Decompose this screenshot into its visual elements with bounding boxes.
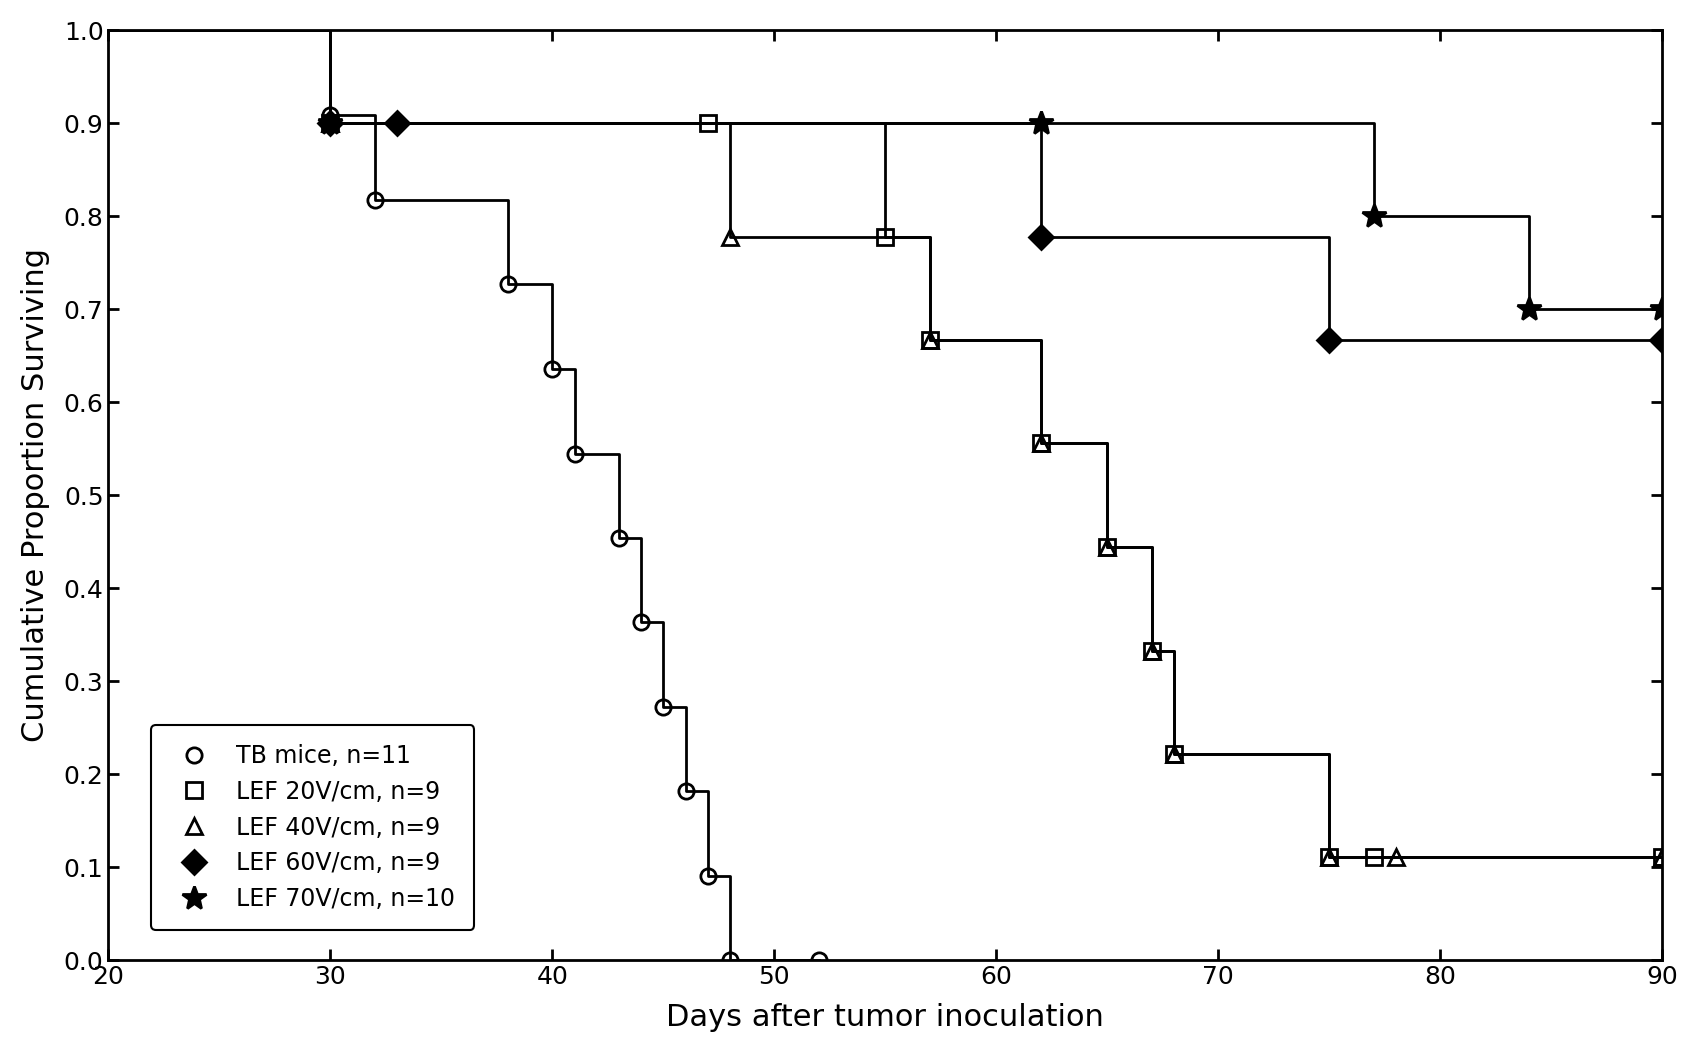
LEF 60V/cm, n=9 bbox=[1031, 231, 1051, 243]
TB mice, n=11 bbox=[608, 532, 628, 544]
LEF 40V/cm, n=9 bbox=[1097, 541, 1117, 554]
LEF 20V/cm, n=9 bbox=[698, 117, 718, 130]
LEF 20V/cm, n=9 bbox=[1363, 851, 1384, 863]
LEF 60V/cm, n=9 bbox=[1650, 334, 1671, 346]
Line: LEF 40V/cm, n=9: LEF 40V/cm, n=9 bbox=[323, 116, 1669, 865]
LEF 70V/cm, n=10 bbox=[1650, 303, 1671, 316]
LEF 40V/cm, n=9 bbox=[919, 334, 939, 346]
LEF 60V/cm, n=9 bbox=[319, 117, 340, 130]
TB mice, n=11 bbox=[808, 954, 829, 967]
LEF 20V/cm, n=9 bbox=[1163, 748, 1184, 760]
X-axis label: Days after tumor inoculation: Days after tumor inoculation bbox=[666, 1004, 1104, 1032]
LEF 40V/cm, n=9 bbox=[720, 231, 740, 243]
LEF 70V/cm, n=10 bbox=[1363, 210, 1384, 222]
LEF 40V/cm, n=9 bbox=[1141, 644, 1161, 657]
LEF 70V/cm, n=10 bbox=[1031, 117, 1051, 130]
TB mice, n=11 bbox=[564, 448, 584, 460]
TB mice, n=11 bbox=[652, 700, 672, 713]
Line: LEF 70V/cm, n=10: LEF 70V/cm, n=10 bbox=[318, 111, 1674, 322]
LEF 20V/cm, n=9 bbox=[1141, 644, 1161, 657]
LEF 20V/cm, n=9 bbox=[319, 117, 340, 130]
TB mice, n=11 bbox=[698, 870, 718, 882]
LEF 40V/cm, n=9 bbox=[1386, 851, 1406, 863]
TB mice, n=11 bbox=[498, 278, 518, 291]
LEF 20V/cm, n=9 bbox=[1097, 541, 1117, 554]
TB mice, n=11 bbox=[542, 362, 562, 375]
TB mice, n=11 bbox=[720, 954, 740, 967]
LEF 70V/cm, n=10 bbox=[1518, 303, 1538, 316]
LEF 20V/cm, n=9 bbox=[919, 334, 939, 346]
TB mice, n=11 bbox=[365, 194, 385, 206]
TB mice, n=11 bbox=[319, 108, 340, 121]
Line: TB mice, n=11: TB mice, n=11 bbox=[323, 107, 825, 968]
LEF 20V/cm, n=9 bbox=[1650, 851, 1671, 863]
Y-axis label: Cumulative Proportion Surviving: Cumulative Proportion Surviving bbox=[20, 249, 49, 742]
Line: LEF 60V/cm, n=9: LEF 60V/cm, n=9 bbox=[323, 115, 1669, 349]
LEF 60V/cm, n=9 bbox=[387, 117, 408, 130]
TB mice, n=11 bbox=[630, 616, 650, 629]
LEF 20V/cm, n=9 bbox=[1031, 437, 1051, 450]
TB mice, n=11 bbox=[676, 784, 696, 797]
LEF 40V/cm, n=9 bbox=[1650, 851, 1671, 863]
LEF 70V/cm, n=10 bbox=[319, 117, 340, 130]
LEF 40V/cm, n=9 bbox=[1031, 437, 1051, 450]
LEF 60V/cm, n=9 bbox=[1318, 334, 1338, 346]
LEF 40V/cm, n=9 bbox=[1318, 851, 1338, 863]
LEF 40V/cm, n=9 bbox=[319, 117, 340, 130]
LEF 20V/cm, n=9 bbox=[874, 231, 895, 243]
Line: LEF 20V/cm, n=9: LEF 20V/cm, n=9 bbox=[323, 116, 1669, 865]
Legend: TB mice, n=11, LEF 20V/cm, n=9, LEF 40V/cm, n=9, LEF 60V/cm, n=9, LEF 70V/cm, n=: TB mice, n=11, LEF 20V/cm, n=9, LEF 40V/… bbox=[151, 726, 474, 930]
LEF 40V/cm, n=9 bbox=[1163, 748, 1184, 760]
LEF 20V/cm, n=9 bbox=[1318, 851, 1338, 863]
